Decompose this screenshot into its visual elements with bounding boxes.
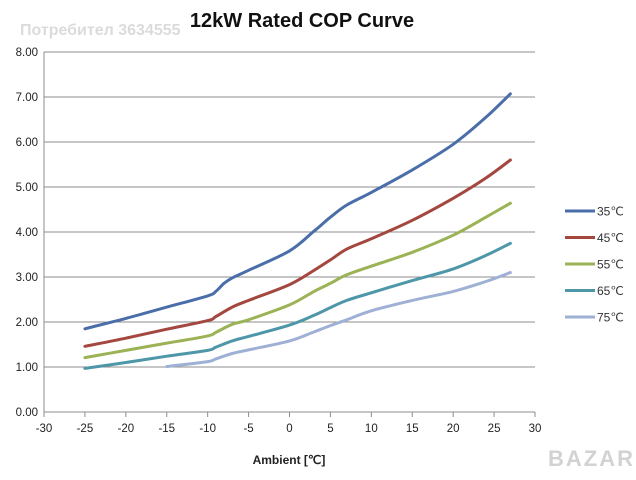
y-tick-label: 4.00 <box>16 227 38 239</box>
x-tick-label: 30 <box>529 423 542 435</box>
x-tick-label: 10 <box>365 423 378 435</box>
x-tick-label: 5 <box>327 423 333 435</box>
x-tick-label: 25 <box>488 423 501 435</box>
legend-label: 65℃ <box>597 284 624 298</box>
legend-label: 75℃ <box>597 311 624 325</box>
chart-title: 12kW Rated COP Curve <box>190 10 414 32</box>
series-line-2 <box>83 158 512 348</box>
y-tick-label: 2.00 <box>16 317 38 329</box>
y-tick-label: 5.00 <box>16 182 38 194</box>
series-line-3 <box>83 201 512 360</box>
x-tick-label: -30 <box>36 423 53 435</box>
x-tick-label: -10 <box>199 423 216 435</box>
y-tick-label: 0.00 <box>16 407 38 419</box>
x-tick-label: -15 <box>158 423 175 435</box>
axes: 0.00 1.00 2.00 3.00 4.00 5.00 6.00 7.00 8.00 -30 -… <box>16 47 542 435</box>
x-tick-label: -25 <box>77 423 94 435</box>
series-line-1 <box>83 92 512 331</box>
watermark-logo: BAZAR <box>548 446 635 471</box>
x-tick-label: 15 <box>406 423 419 435</box>
watermark-user-text: Потребител 3634555 <box>20 22 181 39</box>
legend-label: 55℃ <box>597 258 624 272</box>
y-tick-label: 8.00 <box>16 47 38 59</box>
legend-label: 35℃ <box>597 205 624 219</box>
series-line-5 <box>165 271 512 369</box>
y-tick-label: 7.00 <box>16 92 38 104</box>
y-tick-label: 1.00 <box>16 362 38 374</box>
legend-label: 45℃ <box>597 231 624 245</box>
x-tick-label: -20 <box>118 423 135 435</box>
legend: 35℃ 45℃ 55℃ 65℃ 75℃ <box>565 205 624 325</box>
y-tick-label: 3.00 <box>16 272 38 284</box>
x-tick-label: 20 <box>447 423 460 435</box>
series-lines <box>83 92 512 370</box>
x-axis-label: Ambient [℃] <box>253 453 326 467</box>
y-tick-label: 6.00 <box>16 137 38 149</box>
series-line-4 <box>83 241 512 370</box>
x-tick-label: 0 <box>286 423 292 435</box>
x-tick-label: -5 <box>243 423 253 435</box>
gridlines <box>44 51 535 413</box>
